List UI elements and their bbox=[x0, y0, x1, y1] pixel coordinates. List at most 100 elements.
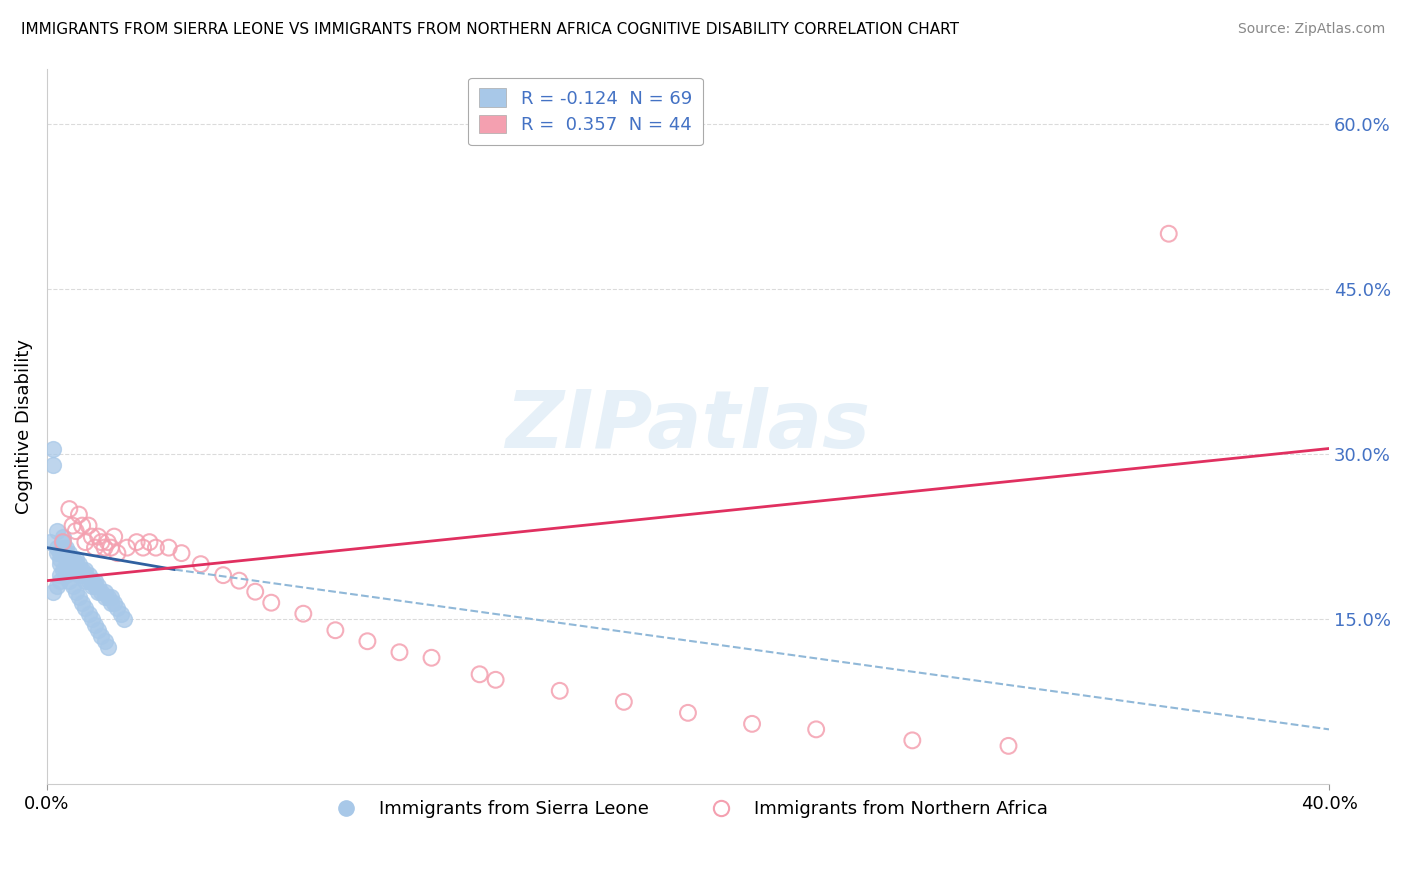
Point bbox=[548, 683, 571, 698]
Point bbox=[170, 546, 193, 560]
Point bbox=[65, 551, 87, 566]
Point bbox=[1157, 227, 1180, 241]
Point bbox=[125, 535, 148, 549]
Text: Source: ZipAtlas.com: Source: ZipAtlas.com bbox=[1237, 22, 1385, 37]
Point bbox=[65, 524, 87, 538]
Point bbox=[292, 607, 315, 621]
Point bbox=[676, 706, 699, 720]
Point bbox=[77, 574, 100, 588]
Point bbox=[97, 590, 120, 604]
Point bbox=[75, 563, 97, 577]
Point bbox=[70, 568, 93, 582]
Point bbox=[741, 716, 763, 731]
Point bbox=[804, 723, 827, 737]
Point bbox=[45, 546, 67, 560]
Point bbox=[115, 541, 138, 555]
Point bbox=[58, 502, 80, 516]
Point bbox=[65, 563, 87, 577]
Point bbox=[100, 590, 122, 604]
Point bbox=[48, 551, 70, 566]
Point bbox=[45, 579, 67, 593]
Point bbox=[75, 568, 97, 582]
Point bbox=[67, 563, 90, 577]
Point bbox=[55, 568, 77, 582]
Point bbox=[356, 634, 378, 648]
Point bbox=[52, 563, 75, 577]
Point bbox=[75, 601, 97, 615]
Point bbox=[90, 584, 112, 599]
Point bbox=[260, 596, 283, 610]
Point bbox=[100, 596, 122, 610]
Point bbox=[901, 733, 924, 747]
Point bbox=[77, 518, 100, 533]
Point bbox=[97, 535, 120, 549]
Point bbox=[58, 574, 80, 588]
Point bbox=[80, 612, 103, 626]
Point bbox=[107, 546, 129, 560]
Point bbox=[90, 535, 112, 549]
Point bbox=[39, 535, 62, 549]
Point bbox=[112, 612, 135, 626]
Point bbox=[87, 579, 110, 593]
Point bbox=[55, 551, 77, 566]
Point bbox=[67, 568, 90, 582]
Point bbox=[65, 584, 87, 599]
Point bbox=[107, 601, 129, 615]
Point bbox=[42, 584, 65, 599]
Point bbox=[110, 607, 132, 621]
Point bbox=[70, 563, 93, 577]
Point bbox=[67, 590, 90, 604]
Point bbox=[388, 645, 411, 659]
Point bbox=[48, 557, 70, 571]
Point bbox=[245, 584, 267, 599]
Point bbox=[45, 541, 67, 555]
Point bbox=[52, 535, 75, 549]
Text: ZIPatlas: ZIPatlas bbox=[505, 387, 870, 466]
Point bbox=[62, 518, 84, 533]
Point bbox=[84, 541, 107, 555]
Point bbox=[420, 650, 443, 665]
Point bbox=[67, 508, 90, 522]
Point bbox=[62, 557, 84, 571]
Point bbox=[48, 568, 70, 582]
Point bbox=[190, 557, 212, 571]
Point bbox=[55, 541, 77, 555]
Point bbox=[100, 541, 122, 555]
Point bbox=[62, 579, 84, 593]
Point bbox=[613, 695, 636, 709]
Point bbox=[212, 568, 235, 582]
Point bbox=[997, 739, 1019, 753]
Point bbox=[62, 563, 84, 577]
Point bbox=[77, 607, 100, 621]
Point bbox=[84, 579, 107, 593]
Point bbox=[70, 596, 93, 610]
Point bbox=[58, 551, 80, 566]
Point bbox=[468, 667, 491, 681]
Point bbox=[228, 574, 250, 588]
Point bbox=[87, 624, 110, 638]
Point bbox=[103, 596, 125, 610]
Point bbox=[52, 541, 75, 555]
Point bbox=[70, 518, 93, 533]
Point bbox=[45, 524, 67, 538]
Point bbox=[52, 530, 75, 544]
Point bbox=[80, 574, 103, 588]
Legend: Immigrants from Sierra Leone, Immigrants from Northern Africa: Immigrants from Sierra Leone, Immigrants… bbox=[321, 793, 1054, 825]
Point bbox=[80, 530, 103, 544]
Point bbox=[157, 541, 180, 555]
Point bbox=[132, 541, 155, 555]
Point bbox=[138, 535, 160, 549]
Point bbox=[93, 590, 115, 604]
Point bbox=[84, 574, 107, 588]
Point bbox=[80, 579, 103, 593]
Y-axis label: Cognitive Disability: Cognitive Disability bbox=[15, 339, 32, 514]
Point bbox=[325, 624, 347, 638]
Text: IMMIGRANTS FROM SIERRA LEONE VS IMMIGRANTS FROM NORTHERN AFRICA COGNITIVE DISABI: IMMIGRANTS FROM SIERRA LEONE VS IMMIGRAN… bbox=[21, 22, 959, 37]
Point bbox=[103, 530, 125, 544]
Point bbox=[97, 640, 120, 654]
Point bbox=[93, 541, 115, 555]
Point bbox=[55, 546, 77, 560]
Point bbox=[42, 458, 65, 472]
Point bbox=[65, 557, 87, 571]
Point bbox=[75, 574, 97, 588]
